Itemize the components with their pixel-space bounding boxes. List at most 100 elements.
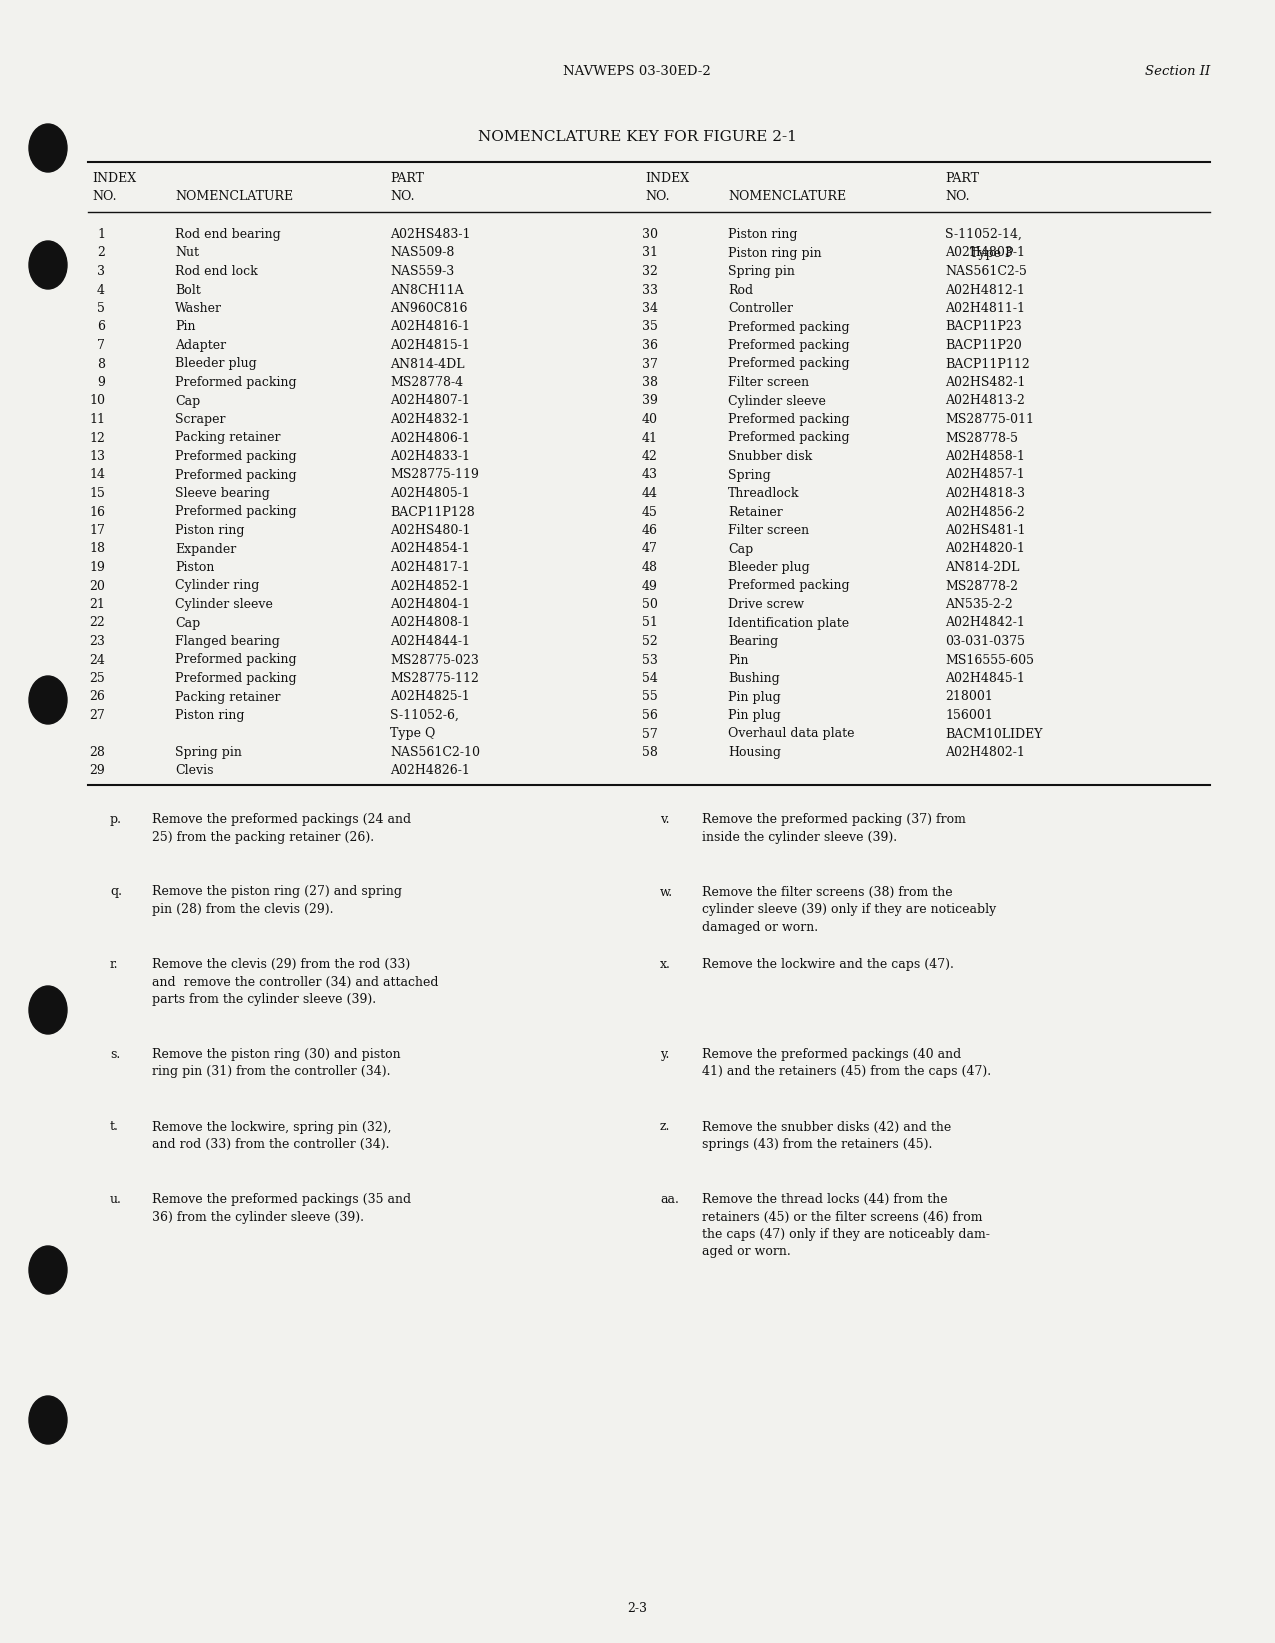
Text: A02H4806-1: A02H4806-1 bbox=[390, 432, 470, 445]
Text: 6: 6 bbox=[97, 320, 105, 334]
Text: and rod (33) from the controller (34).: and rod (33) from the controller (34). bbox=[152, 1139, 389, 1152]
Text: A02H4858-1: A02H4858-1 bbox=[945, 450, 1025, 463]
Text: damaged or worn.: damaged or worn. bbox=[703, 920, 819, 933]
Text: 14: 14 bbox=[89, 468, 105, 481]
Text: 44: 44 bbox=[643, 486, 658, 499]
Ellipse shape bbox=[29, 1245, 68, 1295]
Text: BACM10LIDEY: BACM10LIDEY bbox=[945, 728, 1043, 741]
Text: Cylinder sleeve: Cylinder sleeve bbox=[728, 394, 826, 407]
Text: Spring: Spring bbox=[728, 468, 771, 481]
Text: Flanged bearing: Flanged bearing bbox=[175, 634, 280, 647]
Text: 18: 18 bbox=[89, 542, 105, 555]
Text: 5: 5 bbox=[97, 302, 105, 315]
Text: 39: 39 bbox=[643, 394, 658, 407]
Text: NAS509-8: NAS509-8 bbox=[390, 246, 454, 260]
Text: x.: x. bbox=[660, 958, 671, 971]
Text: 42: 42 bbox=[643, 450, 658, 463]
Text: Controller: Controller bbox=[728, 302, 793, 315]
Text: 25: 25 bbox=[89, 672, 105, 685]
Text: 27: 27 bbox=[89, 710, 105, 721]
Text: aged or worn.: aged or worn. bbox=[703, 1245, 790, 1259]
Text: 25) from the packing retainer (26).: 25) from the packing retainer (26). bbox=[152, 830, 374, 843]
Text: 57: 57 bbox=[643, 728, 658, 741]
Text: Section II: Section II bbox=[1145, 66, 1210, 77]
Text: A02H4856-2: A02H4856-2 bbox=[945, 506, 1025, 519]
Text: Remove the piston ring (27) and spring: Remove the piston ring (27) and spring bbox=[152, 886, 402, 899]
Text: 13: 13 bbox=[89, 450, 105, 463]
Ellipse shape bbox=[29, 1397, 68, 1444]
Text: 51: 51 bbox=[643, 616, 658, 629]
Text: A02H4845-1: A02H4845-1 bbox=[945, 672, 1025, 685]
Text: Bearing: Bearing bbox=[728, 634, 778, 647]
Text: cylinder sleeve (39) only if they are noticeably: cylinder sleeve (39) only if they are no… bbox=[703, 904, 996, 917]
Text: NAVWEPS 03-30ED-2: NAVWEPS 03-30ED-2 bbox=[564, 66, 711, 77]
Text: 16: 16 bbox=[89, 506, 105, 519]
Text: p.: p. bbox=[110, 813, 122, 826]
Text: 2-3: 2-3 bbox=[627, 1602, 646, 1615]
Text: 56: 56 bbox=[643, 710, 658, 721]
Text: Cylinder ring: Cylinder ring bbox=[175, 580, 259, 593]
Text: AN960C816: AN960C816 bbox=[390, 302, 468, 315]
Text: 20: 20 bbox=[89, 580, 105, 593]
Text: A02H4815-1: A02H4815-1 bbox=[390, 338, 470, 352]
Text: A02H4813-2: A02H4813-2 bbox=[945, 394, 1025, 407]
Text: Drive screw: Drive screw bbox=[728, 598, 805, 611]
Text: MS16555-605: MS16555-605 bbox=[945, 654, 1034, 667]
Text: s.: s. bbox=[110, 1048, 120, 1061]
Text: 32: 32 bbox=[643, 265, 658, 278]
Text: Preformed packing: Preformed packing bbox=[175, 450, 297, 463]
Text: q.: q. bbox=[110, 886, 122, 899]
Text: 26: 26 bbox=[89, 690, 105, 703]
Text: Sleeve bearing: Sleeve bearing bbox=[175, 486, 270, 499]
Text: Cap: Cap bbox=[175, 616, 200, 629]
Text: Pin: Pin bbox=[175, 320, 195, 334]
Text: Preformed packing: Preformed packing bbox=[175, 672, 297, 685]
Text: Remove the snubber disks (42) and the: Remove the snubber disks (42) and the bbox=[703, 1121, 951, 1134]
Text: A02H4854-1: A02H4854-1 bbox=[390, 542, 470, 555]
Text: Overhaul data plate: Overhaul data plate bbox=[728, 728, 854, 741]
Text: A02H4807-1: A02H4807-1 bbox=[390, 394, 470, 407]
Text: 156001: 156001 bbox=[945, 710, 993, 721]
Text: INDEX: INDEX bbox=[645, 173, 688, 186]
Ellipse shape bbox=[29, 242, 68, 289]
Text: MS28778-4: MS28778-4 bbox=[390, 376, 463, 389]
Text: 11: 11 bbox=[89, 412, 105, 426]
Text: Piston ring pin: Piston ring pin bbox=[728, 246, 821, 260]
Text: 35: 35 bbox=[643, 320, 658, 334]
Text: MS28778-2: MS28778-2 bbox=[945, 580, 1017, 593]
Text: Preformed packing: Preformed packing bbox=[728, 580, 849, 593]
Text: PART: PART bbox=[945, 173, 979, 186]
Text: ring pin (31) from the controller (34).: ring pin (31) from the controller (34). bbox=[152, 1066, 390, 1078]
Text: 54: 54 bbox=[643, 672, 658, 685]
Text: 55: 55 bbox=[643, 690, 658, 703]
Text: 10: 10 bbox=[89, 394, 105, 407]
Text: NAS561C2-5: NAS561C2-5 bbox=[945, 265, 1026, 278]
Text: 9: 9 bbox=[97, 376, 105, 389]
Text: Remove the piston ring (30) and piston: Remove the piston ring (30) and piston bbox=[152, 1048, 400, 1061]
Text: A02H4826-1: A02H4826-1 bbox=[390, 764, 470, 777]
Text: v.: v. bbox=[660, 813, 669, 826]
Text: NAS561C2-10: NAS561C2-10 bbox=[390, 746, 479, 759]
Text: u.: u. bbox=[110, 1193, 122, 1206]
Text: A02H4818-3: A02H4818-3 bbox=[945, 486, 1025, 499]
Text: Pin plug: Pin plug bbox=[728, 710, 780, 721]
Text: 7: 7 bbox=[97, 338, 105, 352]
Text: 41) and the retainers (45) from the caps (47).: 41) and the retainers (45) from the caps… bbox=[703, 1066, 991, 1078]
Text: 8: 8 bbox=[97, 358, 105, 371]
Text: 19: 19 bbox=[89, 560, 105, 573]
Text: A02H4808-1: A02H4808-1 bbox=[390, 616, 470, 629]
Text: Packing retainer: Packing retainer bbox=[175, 690, 280, 703]
Text: 41: 41 bbox=[643, 432, 658, 445]
Text: Rod end lock: Rod end lock bbox=[175, 265, 258, 278]
Text: Remove the thread locks (44) from the: Remove the thread locks (44) from the bbox=[703, 1193, 947, 1206]
Text: Filter screen: Filter screen bbox=[728, 376, 810, 389]
Text: 38: 38 bbox=[643, 376, 658, 389]
Text: Type Q: Type Q bbox=[390, 728, 435, 741]
Text: Piston ring: Piston ring bbox=[175, 710, 245, 721]
Text: MS28775-011: MS28775-011 bbox=[945, 412, 1034, 426]
Text: 47: 47 bbox=[643, 542, 658, 555]
Text: Identification plate: Identification plate bbox=[728, 616, 849, 629]
Text: Preformed packing: Preformed packing bbox=[728, 338, 849, 352]
Text: pin (28) from the clevis (29).: pin (28) from the clevis (29). bbox=[152, 904, 334, 917]
Text: Preformed packing: Preformed packing bbox=[728, 358, 849, 371]
